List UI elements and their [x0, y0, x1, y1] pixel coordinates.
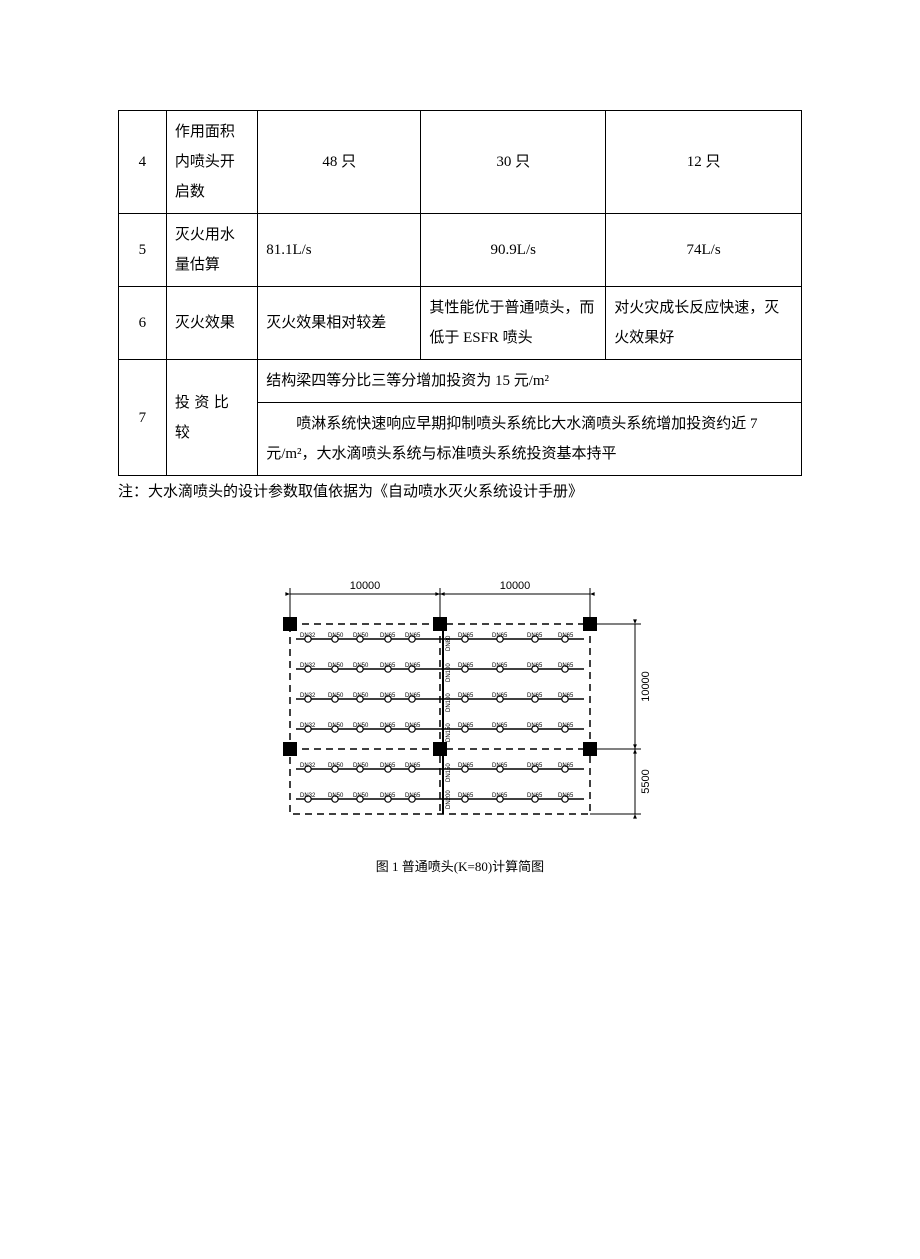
cell: 灭火效果相对较差: [258, 287, 421, 360]
svg-text:DN65: DN65: [527, 793, 543, 799]
svg-text:10000: 10000: [640, 671, 652, 702]
svg-text:10000: 10000: [350, 580, 381, 592]
svg-text:DN65: DN65: [527, 633, 543, 639]
svg-text:DN50: DN50: [353, 693, 369, 699]
svg-text:DN50: DN50: [353, 663, 369, 669]
svg-text:DN50: DN50: [353, 793, 369, 799]
svg-text:DN50: DN50: [328, 663, 344, 669]
row-label: 作用面积内喷头开启数: [166, 111, 257, 214]
cell: 其性能优于普通喷头，而低于 ESFR 喷头: [421, 287, 606, 360]
cell: 48 只: [258, 111, 421, 214]
svg-text:DN32: DN32: [300, 793, 316, 799]
svg-text:DN65: DN65: [380, 793, 396, 799]
svg-text:DN65: DN65: [492, 763, 508, 769]
row-num: 6: [119, 287, 167, 360]
svg-text:DN32: DN32: [300, 723, 316, 729]
cell: 81.1L/s: [258, 214, 421, 287]
table-row: 5 灭火用水量估算 81.1L/s 90.9L/s 74L/s: [119, 214, 802, 287]
svg-text:DN65: DN65: [492, 723, 508, 729]
cell: 30 只: [421, 111, 606, 214]
svg-text:DN65: DN65: [405, 723, 421, 729]
row-label: 投资比较: [166, 360, 257, 476]
svg-text:DN32: DN32: [300, 663, 316, 669]
svg-text:DN65: DN65: [405, 633, 421, 639]
svg-text:DN50: DN50: [328, 693, 344, 699]
cell: 74L/s: [606, 214, 802, 287]
table-row: 7 投资比较 结构梁四等分比三等分增加投资为 15 元/m²: [119, 360, 802, 403]
table-row: 4 作用面积内喷头开启数 48 只 30 只 12 只: [119, 111, 802, 214]
svg-text:DN50: DN50: [328, 763, 344, 769]
svg-text:DN50: DN50: [353, 633, 369, 639]
svg-text:DN65: DN65: [405, 763, 421, 769]
svg-text:DN65: DN65: [458, 763, 474, 769]
table-note: 注：大水滴喷头的设计参数取值依据为《自动喷水灭火系统设计手册》: [118, 480, 802, 504]
row-num: 4: [119, 111, 167, 214]
cell: 对火灾成长反应快速，灭火效果好: [606, 287, 802, 360]
svg-text:DN65: DN65: [558, 693, 574, 699]
svg-text:DN65: DN65: [458, 693, 474, 699]
svg-text:DN50: DN50: [328, 793, 344, 799]
svg-text:DN65: DN65: [527, 763, 543, 769]
svg-text:DN32: DN32: [300, 633, 316, 639]
cell: 结构梁四等分比三等分增加投资为 15 元/m²: [258, 360, 802, 403]
svg-text:DN150: DN150: [446, 763, 452, 782]
svg-text:DN50: DN50: [328, 723, 344, 729]
svg-text:DN100: DN100: [446, 693, 452, 712]
svg-text:DN65: DN65: [527, 693, 543, 699]
svg-text:DN65: DN65: [558, 763, 574, 769]
svg-text:DN65: DN65: [405, 663, 421, 669]
svg-text:DN65: DN65: [492, 793, 508, 799]
svg-text:DN150: DN150: [446, 723, 452, 742]
layout-diagram: DN32 DN50 DN50 DN65 DN65 DN65 DN65 DN65 DN65 DN32…: [240, 554, 680, 844]
svg-text:DN65: DN65: [458, 633, 474, 639]
svg-text:5500: 5500: [640, 769, 652, 793]
svg-text:DN200: DN200: [446, 790, 452, 809]
svg-text:DN65: DN65: [405, 793, 421, 799]
svg-text:DN65: DN65: [558, 723, 574, 729]
svg-text:DN65: DN65: [458, 793, 474, 799]
svg-text:DN32: DN32: [300, 693, 316, 699]
cell: 喷淋系统快速响应早期抑制喷头系统比大水滴喷头系统增加投资约近 7 元/m²，大水…: [258, 403, 802, 476]
row-num: 7: [119, 360, 167, 476]
svg-text:DN65: DN65: [558, 663, 574, 669]
svg-text:DN65: DN65: [527, 663, 543, 669]
svg-text:DN65: DN65: [458, 663, 474, 669]
row-label: 灭火效果: [166, 287, 257, 360]
svg-text:DN50: DN50: [328, 633, 344, 639]
svg-text:DN65: DN65: [558, 793, 574, 799]
cell: 12 只: [606, 111, 802, 214]
svg-text:DN65: DN65: [558, 633, 574, 639]
svg-text:DN50: DN50: [353, 723, 369, 729]
comparison-table: 4 作用面积内喷头开启数 48 只 30 只 12 只 5 灭火用水量估算 81…: [118, 110, 802, 476]
figure-caption: 图 1 普通喷头(K=80)计算简图: [118, 856, 802, 875]
svg-text:DN65: DN65: [492, 663, 508, 669]
svg-text:10000: 10000: [500, 580, 531, 592]
svg-text:DN65: DN65: [380, 633, 396, 639]
svg-text:DN65: DN65: [492, 633, 508, 639]
svg-text:DN65: DN65: [380, 663, 396, 669]
svg-text:DN65: DN65: [380, 763, 396, 769]
svg-text:DN32: DN32: [300, 763, 316, 769]
row-label: 灭火用水量估算: [166, 214, 257, 287]
svg-text:DN65: DN65: [380, 723, 396, 729]
svg-text:DN65: DN65: [458, 723, 474, 729]
svg-text:DN65: DN65: [527, 723, 543, 729]
svg-text:DN65: DN65: [405, 693, 421, 699]
svg-text:DN65: DN65: [492, 693, 508, 699]
svg-text:DN50: DN50: [353, 763, 369, 769]
table-row: 6 灭火效果 灭火效果相对较差 其性能优于普通喷头，而低于 ESFR 喷头 对火…: [119, 287, 802, 360]
svg-text:DN65: DN65: [380, 693, 396, 699]
cell: 90.9L/s: [421, 214, 606, 287]
figure-1: DN32 DN50 DN50 DN65 DN65 DN65 DN65 DN65 DN65 DN32…: [118, 554, 802, 875]
svg-text:DN100: DN100: [446, 663, 452, 682]
row-num: 5: [119, 214, 167, 287]
svg-text:DN80: DN80: [446, 635, 452, 651]
